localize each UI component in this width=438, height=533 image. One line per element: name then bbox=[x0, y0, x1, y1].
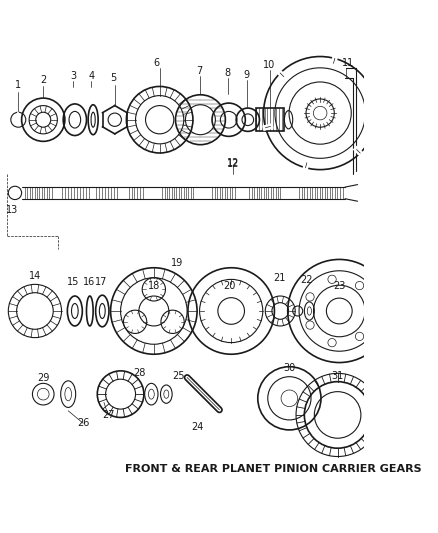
Text: 16: 16 bbox=[83, 277, 95, 287]
Text: 18: 18 bbox=[148, 281, 160, 291]
Text: 29: 29 bbox=[37, 373, 49, 383]
Text: 27: 27 bbox=[102, 410, 114, 420]
Text: 25: 25 bbox=[173, 371, 185, 381]
Text: 15: 15 bbox=[67, 277, 79, 287]
Text: 23: 23 bbox=[333, 281, 346, 291]
Text: 22: 22 bbox=[300, 275, 313, 285]
Text: 9: 9 bbox=[243, 70, 249, 80]
Text: 11: 11 bbox=[342, 58, 354, 68]
Text: 24: 24 bbox=[192, 423, 204, 432]
Text: 10: 10 bbox=[262, 60, 275, 70]
Text: 17: 17 bbox=[95, 277, 108, 287]
Bar bbox=[256, 108, 284, 131]
Text: 12: 12 bbox=[226, 159, 239, 169]
Text: 31: 31 bbox=[332, 371, 344, 381]
Text: 21: 21 bbox=[273, 273, 286, 282]
Text: 4: 4 bbox=[88, 71, 95, 80]
Text: 19: 19 bbox=[171, 258, 183, 268]
Text: 30: 30 bbox=[283, 362, 296, 373]
Text: 8: 8 bbox=[225, 68, 231, 78]
Text: 3: 3 bbox=[70, 71, 76, 80]
Text: 12: 12 bbox=[226, 158, 239, 168]
Text: 5: 5 bbox=[110, 73, 116, 83]
Text: FRONT & REAR PLANET PINION CARRIER GEARS: FRONT & REAR PLANET PINION CARRIER GEARS bbox=[125, 464, 421, 474]
Text: 6: 6 bbox=[153, 58, 159, 68]
Text: 1: 1 bbox=[15, 80, 21, 90]
Text: 2: 2 bbox=[40, 75, 46, 85]
Text: 28: 28 bbox=[134, 368, 146, 378]
Text: 20: 20 bbox=[223, 281, 236, 291]
Text: 7: 7 bbox=[197, 67, 203, 77]
Text: 26: 26 bbox=[77, 418, 89, 428]
Text: 13: 13 bbox=[6, 205, 18, 215]
Text: 14: 14 bbox=[29, 271, 41, 281]
